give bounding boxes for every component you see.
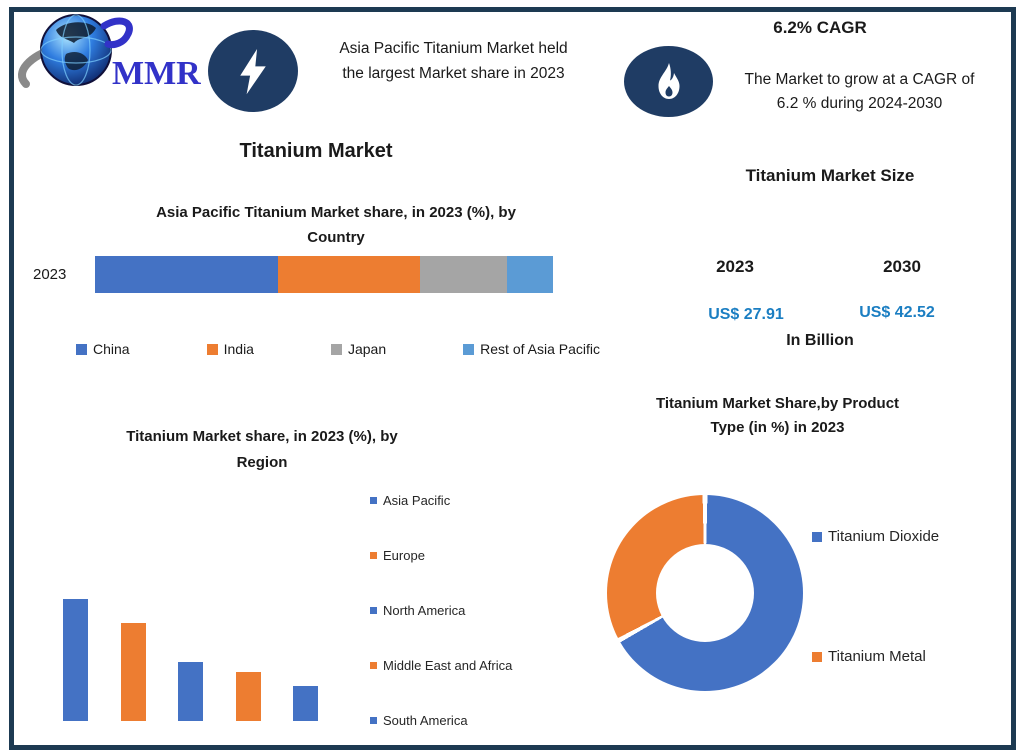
legend-item-asia-pacific: Asia Pacific <box>370 493 512 508</box>
highlight-line-1: Asia Pacific Titanium Market held <box>339 40 568 57</box>
value-2023: US$ 27.91 <box>708 306 784 323</box>
region-bar-middle-east-and-africa <box>235 672 261 721</box>
cagr-line-2: 6.2 % during 2024-2030 <box>776 95 943 112</box>
unit-label: In Billion <box>786 332 854 349</box>
region-bar-north-america <box>178 662 203 721</box>
border-frame <box>9 7 1016 750</box>
cagr-line-1: The Market to grow at a CAGR of <box>744 71 975 88</box>
main-title: Titanium Market <box>239 140 393 162</box>
region-bar-europe <box>120 623 146 721</box>
japan-marker <box>330 343 342 355</box>
stacked-segment-india <box>278 256 421 293</box>
legend-item-titanium-dioxide: Titanium Dioxide <box>812 528 939 545</box>
lightning-icon <box>208 30 298 112</box>
asia-pacific-marker <box>370 497 377 504</box>
rest-of-asia-pacific-label: Rest of Asia Pacific <box>480 341 600 357</box>
legend-item-india: India <box>206 341 254 357</box>
north-america-marker <box>370 607 377 614</box>
donut-hole <box>656 544 754 642</box>
cagr-title: 6.2% CAGR <box>773 18 867 37</box>
region-bars <box>63 599 318 721</box>
titanium-metal-label: Titanium Metal <box>828 648 926 665</box>
highlight-line-2: the largest Market share in 2023 <box>342 65 565 82</box>
year-2023-label: 2023 <box>716 257 754 276</box>
legend-item-rest-of-asia-pacific: Rest of Asia Pacific <box>463 341 600 357</box>
titanium-dioxide-label: Titanium Dioxide <box>828 528 940 545</box>
logo-text: MMR <box>112 55 201 92</box>
country-axis-label: 2023 <box>33 266 67 283</box>
country-legend: China India Japan Rest of Asia Pacific <box>76 341 600 357</box>
region-bar-asia-pacific <box>63 599 88 721</box>
india-marker <box>206 343 218 355</box>
asia-pacific-label: Asia Pacific <box>383 493 451 508</box>
region-legend: Asia Pacific Europe North America Middle Ea… <box>370 493 512 728</box>
titanium-dioxide-marker <box>812 531 822 542</box>
middle-east-and-africa-marker <box>370 662 377 669</box>
north-america-label: North America <box>383 603 466 618</box>
year-2030-label: 2030 <box>883 257 921 276</box>
titanium-metal-marker <box>812 651 822 662</box>
lightning-bolt-glyph <box>240 48 266 95</box>
stacked-segment-china <box>95 256 279 293</box>
product-chart-title: Titanium Market Share,by Product Type (i… <box>655 395 900 436</box>
mmr-logo: MMR <box>14 10 210 96</box>
south-america-marker <box>370 717 377 724</box>
legend-item-japan: Japan <box>330 341 387 357</box>
region-chart-title: Titanium Market share, in 2023 (%), by R… <box>126 428 398 471</box>
legend-item-middle-east-and-africa: Middle East and Africa <box>370 658 512 673</box>
globe-icon: MMR <box>18 14 201 92</box>
product-donut <box>607 495 803 691</box>
cagr-text: The Market to grow at a CAGR of 6.2 % du… <box>722 68 997 116</box>
legend-item-north-america: North America <box>370 603 512 618</box>
legend-item-south-america: South America <box>370 713 512 728</box>
europe-label: Europe <box>383 548 425 563</box>
china-marker <box>76 343 87 355</box>
flame-glyph <box>658 62 679 99</box>
market-size-title: Titanium Market Size <box>745 166 915 185</box>
country-chart-title: Asia Pacific Titanium Market share, in 2… <box>156 204 516 246</box>
india-label: India <box>223 341 254 357</box>
flame-icon <box>624 46 713 117</box>
japan-label: Japan <box>347 341 387 357</box>
highlight-text: Asia Pacific Titanium Market held the la… <box>306 36 601 86</box>
legend-item-titanium-metal: Titanium Metal <box>812 648 926 665</box>
rest-of-asia-pacific-marker <box>463 343 475 355</box>
country-stacked-bar <box>95 256 553 293</box>
stacked-segment-japan <box>420 256 508 293</box>
south-america-label: South America <box>383 713 468 728</box>
region-bar-south-america <box>293 686 318 721</box>
europe-marker <box>370 552 377 559</box>
legend-item-europe: Europe <box>370 548 512 563</box>
china-label: China <box>93 341 130 357</box>
stacked-segment-rest-of-asia-pacific <box>507 256 553 293</box>
legend-item-china: China <box>76 341 130 357</box>
value-2030: US$ 42.52 <box>859 304 935 321</box>
middle-east-and-africa-label: Middle East and Africa <box>383 658 513 673</box>
